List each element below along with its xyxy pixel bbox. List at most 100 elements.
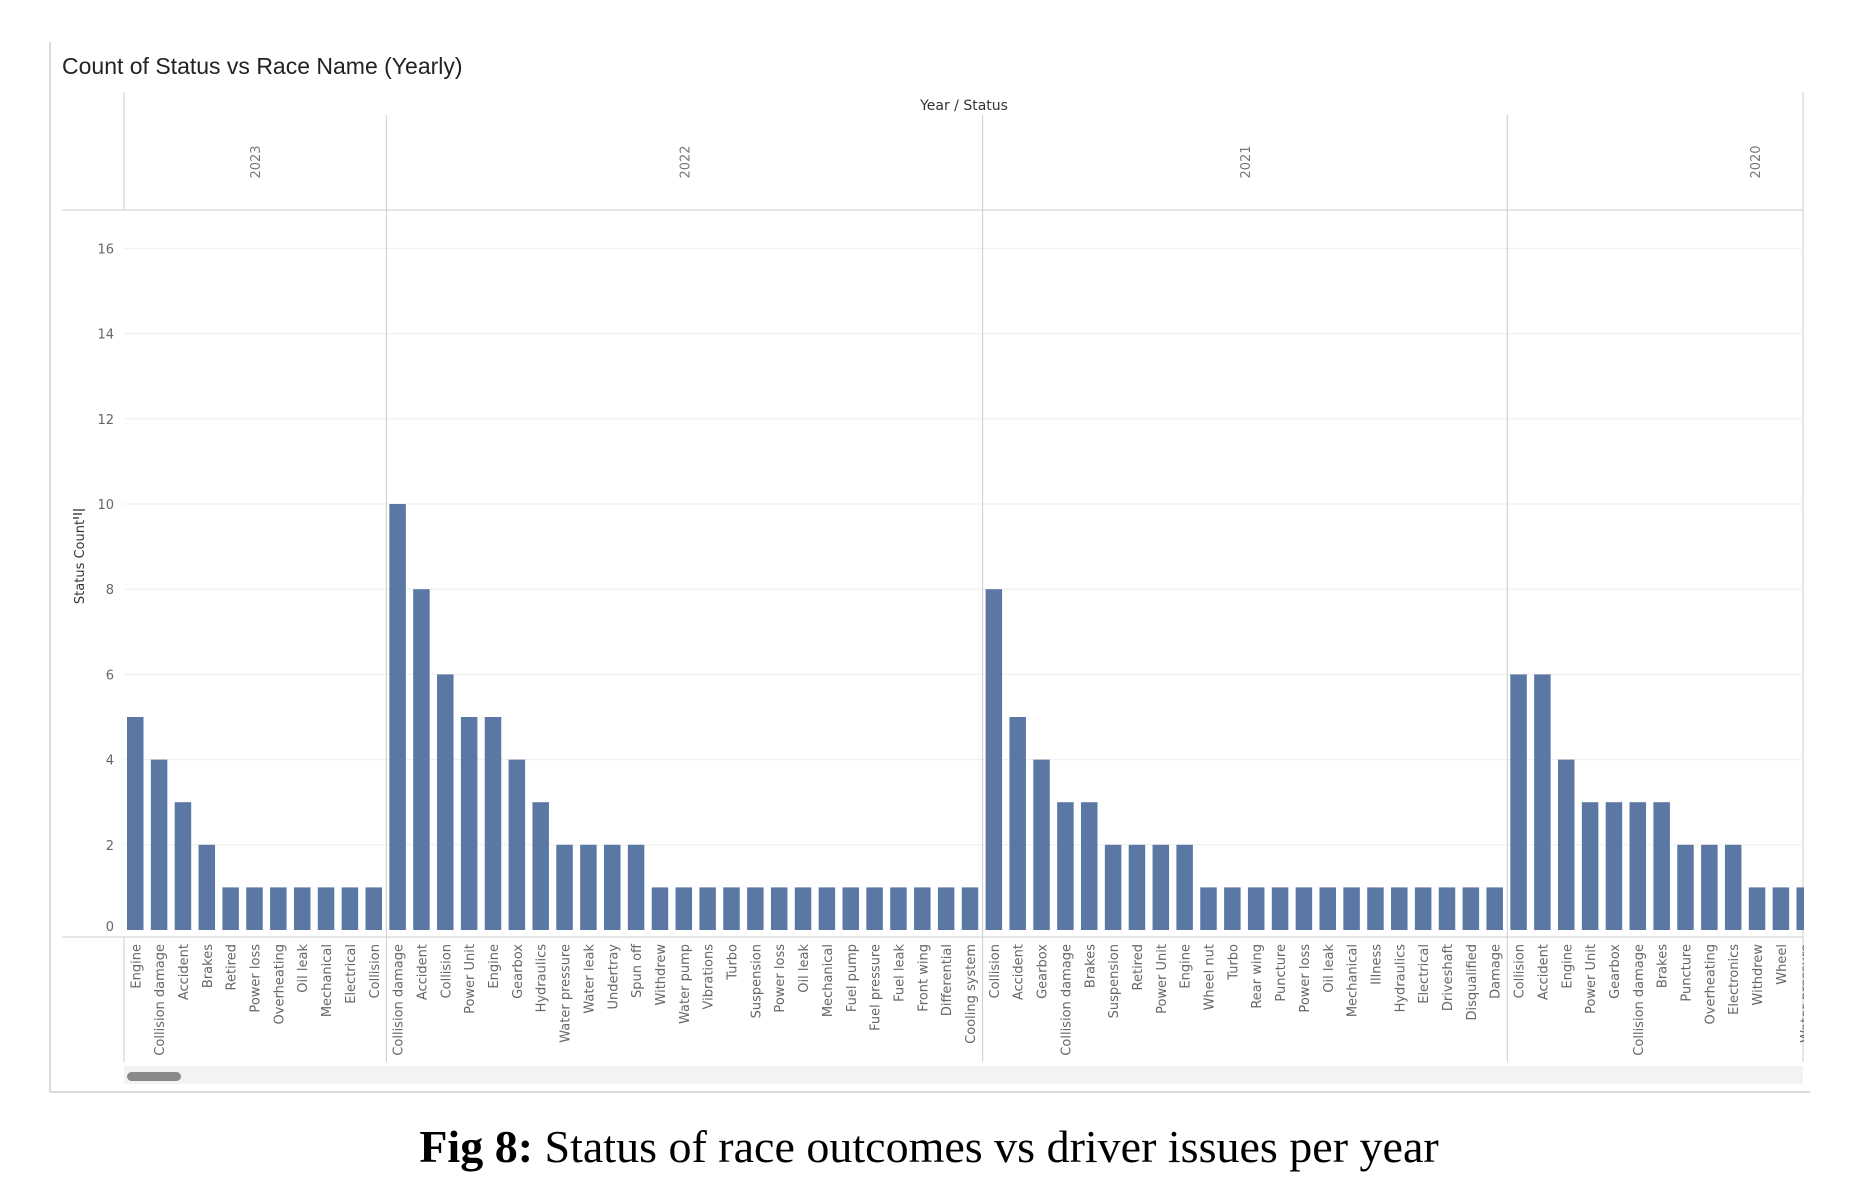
bar[interactable] bbox=[1724, 844, 1742, 930]
bar[interactable] bbox=[365, 887, 383, 930]
bar[interactable] bbox=[1152, 844, 1170, 930]
y-tick-label: 10 bbox=[97, 498, 114, 513]
bar[interactable] bbox=[794, 887, 812, 930]
x-tick-label: Collision damage bbox=[1632, 944, 1647, 1056]
bar[interactable] bbox=[1271, 887, 1289, 930]
bar[interactable] bbox=[317, 887, 335, 930]
x-tick-label: Overheating bbox=[1703, 944, 1718, 1024]
bar[interactable] bbox=[1772, 887, 1790, 930]
bar[interactable] bbox=[1009, 717, 1026, 930]
x-tick-label: Suspension bbox=[749, 944, 764, 1018]
x-tick-label: Fuel pump bbox=[845, 944, 860, 1012]
bar[interactable] bbox=[1486, 887, 1503, 930]
horizontal-scrollbar-thumb[interactable] bbox=[127, 1072, 181, 1081]
bar[interactable] bbox=[341, 887, 359, 930]
x-tick-label: Brakes bbox=[1656, 944, 1671, 988]
bar[interactable] bbox=[246, 887, 263, 930]
bar[interactable] bbox=[1510, 674, 1527, 930]
x-tick-label: Overheating bbox=[272, 944, 287, 1024]
bar[interactable] bbox=[604, 844, 621, 930]
bar[interactable] bbox=[150, 759, 168, 930]
horizontal-scrollbar-track[interactable] bbox=[124, 1066, 1803, 1084]
bar[interactable] bbox=[1200, 887, 1217, 930]
x-tick-label: Mechanical bbox=[1346, 944, 1361, 1017]
bar[interactable] bbox=[1247, 887, 1265, 930]
bar[interactable] bbox=[389, 504, 406, 930]
bar[interactable] bbox=[1343, 887, 1360, 930]
bar[interactable] bbox=[1414, 887, 1432, 930]
bar[interactable] bbox=[842, 887, 860, 930]
x-tick-label: Collision damage bbox=[1059, 944, 1074, 1056]
bar[interactable] bbox=[484, 717, 502, 930]
bar[interactable] bbox=[1653, 802, 1670, 930]
bar[interactable] bbox=[651, 887, 669, 930]
bar[interactable] bbox=[937, 887, 955, 930]
x-tick-label: Brakes bbox=[1083, 944, 1098, 988]
bar[interactable] bbox=[198, 844, 216, 930]
x-tick-label: Engine bbox=[487, 944, 502, 989]
x-tick-label: Front wing bbox=[916, 944, 931, 1012]
x-tick-label: Gearbox bbox=[1608, 944, 1623, 999]
year-labels: 2023 2022 2021 2020 bbox=[249, 145, 1764, 178]
bar[interactable] bbox=[532, 802, 549, 930]
bar[interactable] bbox=[1391, 887, 1408, 930]
x-tick-label: Rear wing bbox=[1250, 944, 1265, 1009]
bar[interactable] bbox=[675, 887, 693, 930]
bar[interactable] bbox=[413, 589, 430, 930]
y-axis-label: Status Count bbox=[73, 520, 88, 604]
bar[interactable] bbox=[1033, 759, 1050, 930]
bar[interactable] bbox=[293, 887, 311, 930]
bar[interactable] bbox=[1534, 674, 1551, 930]
bar[interactable] bbox=[1629, 802, 1647, 930]
x-tick-label: Accident bbox=[1536, 944, 1551, 1000]
bar[interactable] bbox=[127, 717, 144, 930]
bar[interactable] bbox=[1677, 844, 1694, 930]
bar[interactable] bbox=[1224, 887, 1241, 930]
bar[interactable] bbox=[627, 844, 645, 930]
x-tick-label: Undertray bbox=[606, 944, 621, 1010]
bar[interactable] bbox=[985, 589, 1003, 930]
x-tick-label: Power Unit bbox=[1155, 944, 1170, 1014]
bar[interactable] bbox=[1128, 844, 1146, 930]
bar[interactable] bbox=[460, 717, 478, 930]
bar[interactable] bbox=[437, 674, 454, 930]
bar[interactable] bbox=[866, 887, 883, 930]
bar[interactable] bbox=[1558, 759, 1575, 930]
bar[interactable] bbox=[1081, 802, 1098, 930]
bar[interactable] bbox=[961, 887, 979, 930]
bar[interactable] bbox=[1605, 802, 1623, 930]
bar[interactable] bbox=[1057, 802, 1074, 930]
bar[interactable] bbox=[1748, 887, 1766, 930]
bar[interactable] bbox=[818, 887, 836, 930]
year-label: 2021 bbox=[1239, 145, 1254, 178]
bar[interactable] bbox=[580, 844, 597, 930]
bar[interactable] bbox=[1438, 887, 1456, 930]
bar[interactable] bbox=[1581, 802, 1599, 930]
sort-icon[interactable] bbox=[73, 509, 85, 519]
x-tick-label: Engine bbox=[1179, 944, 1194, 989]
x-tick-label: Disqualified bbox=[1465, 944, 1480, 1021]
bar[interactable] bbox=[556, 844, 573, 930]
bar[interactable] bbox=[1701, 844, 1718, 930]
bar[interactable] bbox=[1104, 844, 1122, 930]
bar[interactable] bbox=[723, 887, 740, 930]
bar[interactable] bbox=[1462, 887, 1480, 930]
x-tick-label: Suspension bbox=[1107, 944, 1122, 1018]
bar[interactable] bbox=[508, 759, 526, 930]
gridlines bbox=[124, 247, 1803, 846]
bar[interactable] bbox=[747, 887, 764, 930]
bar[interactable] bbox=[222, 887, 239, 930]
bar[interactable] bbox=[1319, 887, 1337, 930]
bar[interactable] bbox=[270, 887, 287, 930]
bar[interactable] bbox=[1367, 887, 1384, 930]
bar[interactable] bbox=[174, 802, 192, 930]
bar[interactable] bbox=[699, 887, 716, 930]
bar[interactable] bbox=[914, 887, 931, 930]
bar[interactable] bbox=[890, 887, 907, 930]
bar[interactable] bbox=[1176, 844, 1193, 930]
x-tick-label: Spun off bbox=[630, 943, 645, 998]
x-tick-label: Power loss bbox=[249, 944, 264, 1013]
bar[interactable] bbox=[1295, 887, 1313, 930]
bar[interactable] bbox=[770, 887, 788, 930]
x-tick-label: Brakes bbox=[201, 944, 216, 988]
